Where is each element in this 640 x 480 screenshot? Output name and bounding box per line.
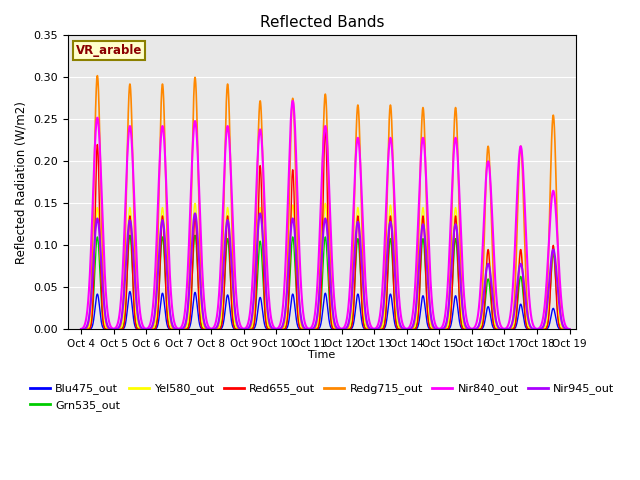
Blu475_out (193, 302, 201, 308)
Line: Blu475_out: Blu475_out (81, 291, 570, 329)
Yel580_out (562, 326, 570, 332)
Nir945_out (191, 212, 198, 217)
Grn535_out (196, 308, 204, 313)
Grn535_out (126, 232, 134, 238)
Line: Red655_out: Red655_out (81, 128, 570, 329)
Red655_out (296, 325, 304, 331)
Blu475_out (296, 326, 304, 332)
Nir945_out (77, 326, 85, 332)
Blu475_out (191, 290, 198, 296)
Redg715_out (296, 308, 304, 313)
Red655_out (321, 125, 329, 131)
Redg715_out (566, 326, 573, 332)
Yel580_out (196, 291, 204, 297)
Line: Nir945_out: Nir945_out (81, 214, 570, 329)
Grn535_out (191, 234, 198, 240)
Red655_out (196, 312, 204, 317)
Blu475_out (562, 326, 570, 332)
Yel580_out (566, 326, 573, 332)
Blu475_out (77, 326, 85, 332)
Grn535_out (296, 324, 304, 330)
Redg715_out (93, 73, 101, 79)
Line: Redg715_out: Redg715_out (81, 76, 570, 329)
Blu475_out (126, 288, 134, 294)
Nir945_out (296, 307, 304, 312)
Nir840_out (296, 263, 304, 268)
Grn535_out (261, 313, 269, 319)
Nir840_out (191, 120, 198, 125)
Yel580_out (77, 326, 85, 332)
Nir840_out (261, 217, 269, 223)
Redg715_out (562, 326, 570, 332)
Redg715_out (77, 326, 85, 332)
Title: Reflected Bands: Reflected Bands (260, 15, 384, 30)
Redg715_out (191, 77, 198, 83)
Yel580_out (191, 201, 199, 206)
Nir945_out (562, 326, 570, 332)
Yel580_out (193, 230, 201, 236)
X-axis label: Time: Time (308, 350, 335, 360)
Yel580_out (296, 321, 304, 326)
Nir840_out (566, 326, 573, 332)
Blu475_out (261, 324, 269, 330)
Nir840_out (77, 326, 85, 332)
Nir945_out (261, 276, 269, 282)
Line: Grn535_out: Grn535_out (81, 235, 570, 329)
Red655_out (193, 251, 201, 257)
Red655_out (566, 326, 573, 332)
Y-axis label: Reflected Radiation (W/m2): Reflected Radiation (W/m2) (15, 101, 28, 264)
Nir945_out (566, 326, 573, 332)
Grn535_out (193, 259, 201, 265)
Nir840_out (562, 323, 570, 329)
Red655_out (261, 312, 269, 317)
Red655_out (562, 326, 570, 332)
Blu475_out (196, 322, 204, 328)
Grn535_out (562, 326, 570, 332)
Redg715_out (261, 259, 269, 264)
Grn535_out (77, 326, 85, 332)
Text: VR_arable: VR_arable (76, 45, 142, 58)
Line: Yel580_out: Yel580_out (81, 204, 570, 329)
Blu475_out (566, 326, 573, 332)
Redg715_out (193, 123, 201, 129)
Grn535_out (566, 326, 573, 332)
Line: Nir840_out: Nir840_out (81, 101, 570, 329)
Legend: Blu475_out, Grn535_out, Yel580_out, Red655_out, Redg715_out, Nir840_out, Nir945_: Blu475_out, Grn535_out, Yel580_out, Red6… (25, 379, 619, 415)
Nir840_out (289, 98, 296, 104)
Redg715_out (196, 236, 204, 242)
Yel580_out (261, 300, 269, 305)
Nir840_out (193, 138, 201, 144)
Nir945_out (193, 227, 201, 232)
Red655_out (77, 326, 85, 332)
Nir945_out (196, 270, 204, 276)
Red655_out (191, 216, 198, 222)
Yel580_out (191, 203, 198, 208)
Nir840_out (196, 201, 204, 206)
Nir945_out (191, 211, 199, 216)
